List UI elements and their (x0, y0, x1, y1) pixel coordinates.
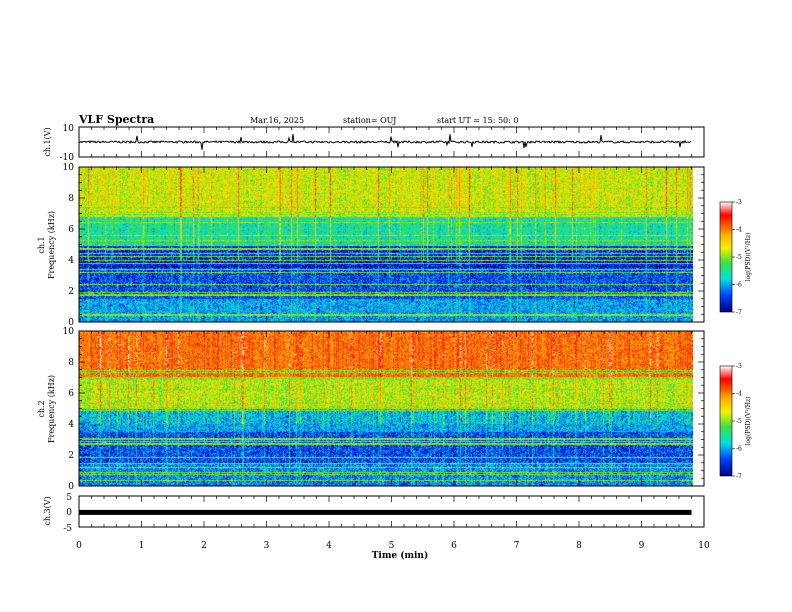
spec-ytick-label: 6 (68, 225, 74, 235)
spec-ytick-label: 4 (68, 420, 74, 430)
x-tick-label: 1 (139, 541, 145, 551)
ch1-colorbar-label: log(PSD)(V²/Hz) (745, 233, 752, 282)
spec-ytick-label: 0 (68, 318, 74, 328)
x-tick-label: 6 (451, 541, 457, 551)
x-axis-label: Time (min) (372, 550, 429, 561)
ch2-spec-ylabel-channel: ch.2 (37, 400, 46, 417)
x-tick-label: 5 (389, 541, 395, 551)
axis-ticks (78, 127, 705, 527)
figure-title: VLF Spectra (78, 113, 154, 126)
x-tick-label: 4 (326, 541, 332, 551)
ch1-wave-ylabel: ch.1(V) (43, 127, 52, 156)
colorbar-tick-label: -6 (736, 446, 742, 453)
ch1-ytick-neg10: -10 (60, 153, 75, 163)
x-tick-label: 10 (698, 541, 710, 551)
x-tick-label: 0 (76, 541, 82, 551)
ch1-waveform-line (78, 133, 692, 150)
ch1-spec-ylabel-frequency: Frequency (kHz) (47, 211, 56, 279)
ch1-spec-ylabel-channel: ch.1 (37, 236, 46, 253)
colorbar-tick-label: -7 (736, 309, 742, 316)
x-tick-label: 8 (576, 541, 582, 551)
colorbar-tick-label: -7 (736, 473, 742, 480)
colorbar-ticks: -3 -4 -5 -6 -7 -3 -4 -5 -6 -7 (732, 199, 742, 480)
ch3-waveform-line (79, 509, 692, 515)
spec-ytick-label: 2 (68, 287, 74, 297)
spec-ytick-label: 0 (68, 482, 74, 492)
ch3-ytick-5: 5 (66, 493, 72, 503)
colorbar-tick-label: -3 (736, 363, 742, 370)
spec-ytick-label: 8 (68, 358, 74, 368)
spec-ytick-label: 2 (68, 451, 74, 461)
x-tick-label: 7 (514, 541, 520, 551)
spec-ytick-label: 4 (68, 256, 74, 266)
date-label: Mar.16, 2025 (250, 116, 304, 125)
x-tick-label: 3 (264, 541, 270, 551)
x-tick-labels: 0 1 2 3 4 5 6 7 8 9 10 (76, 541, 710, 551)
colorbar-tick-label: -5 (736, 254, 742, 261)
ch1-ytick-10: 10 (63, 124, 75, 134)
spec-ytick-label: 10 (63, 327, 75, 337)
ch3-ytick-0: 0 (66, 508, 72, 518)
x-tick-label: 9 (639, 541, 645, 551)
ch2-colorbar-label: log(PSD)(V²/Hz) (745, 397, 752, 446)
spec-ytick-label: 8 (68, 194, 74, 204)
colorbar-tick-label: -5 (736, 418, 742, 425)
x-tick-label: 2 (201, 541, 207, 551)
ch1-spec-yticks: 0 2 4 6 8 10 (63, 163, 704, 328)
colorbar-tick-label: -6 (736, 282, 742, 289)
colorbar-tick-label: -4 (736, 227, 742, 234)
colorbar-tick-label: -4 (736, 391, 742, 398)
colorbar-tick-label: -3 (736, 199, 742, 206)
spec-ytick-label: 6 (68, 389, 74, 399)
ch2-spec-ylabel-frequency: Frequency (kHz) (47, 375, 56, 443)
ch2-colorbar (719, 365, 733, 477)
ch1-spectrogram-image (79, 167, 693, 322)
start-time-label: start UT = 15: 50: 0 (437, 116, 518, 125)
spec-ytick-label: 10 (63, 163, 75, 173)
station-label: station= OUJ (343, 116, 396, 125)
ch1-colorbar (719, 201, 733, 313)
ch2-spectrogram-image (79, 331, 693, 486)
ch3-wave-ylabel: ch.3(V) (43, 496, 52, 525)
ch2-spec-yticks: 0 2 4 6 8 10 (63, 327, 704, 492)
ch3-ytick-neg5: -5 (63, 524, 72, 534)
